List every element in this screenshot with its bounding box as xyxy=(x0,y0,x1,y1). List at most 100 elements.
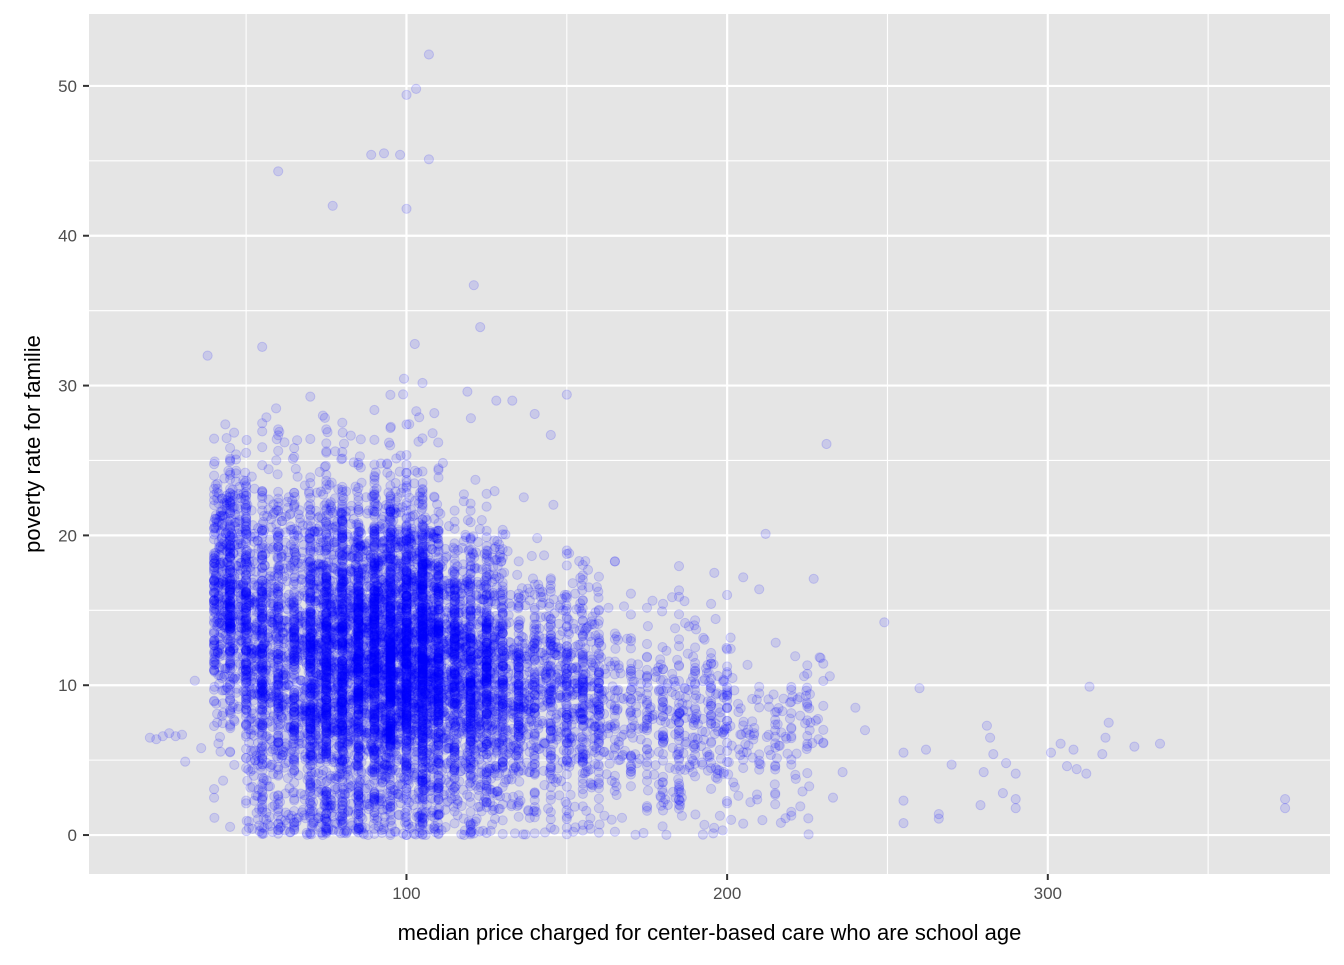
data-point xyxy=(242,691,251,700)
data-point xyxy=(344,700,353,709)
data-point xyxy=(354,710,363,719)
data-point xyxy=(261,742,270,751)
data-point xyxy=(259,829,268,838)
data-point xyxy=(307,659,316,668)
data-point xyxy=(242,799,251,808)
data-point xyxy=(338,571,347,580)
data-point xyxy=(258,587,267,596)
data-point xyxy=(256,649,265,658)
data-point xyxy=(223,611,232,620)
data-point xyxy=(216,542,225,551)
data-point xyxy=(322,447,331,456)
data-point xyxy=(319,684,328,693)
data-point xyxy=(322,647,331,656)
data-point xyxy=(306,594,315,603)
data-point xyxy=(354,676,363,685)
data-point xyxy=(318,637,327,646)
data-point xyxy=(354,657,363,666)
data-point xyxy=(258,443,267,452)
data-point xyxy=(274,564,283,573)
data-point xyxy=(281,789,290,798)
data-point xyxy=(248,521,257,530)
data-point xyxy=(264,629,273,638)
data-point xyxy=(323,616,332,625)
data-point xyxy=(338,767,347,776)
data-point xyxy=(226,574,235,583)
data-point xyxy=(290,587,299,596)
data-point xyxy=(229,549,238,558)
data-point xyxy=(226,706,235,715)
data-point xyxy=(210,554,219,563)
data-point xyxy=(258,683,267,692)
data-point xyxy=(355,587,364,596)
data-point xyxy=(274,533,283,542)
data-point xyxy=(322,522,331,531)
data-point xyxy=(274,590,283,599)
data-point xyxy=(226,639,235,648)
data-point xyxy=(210,696,219,705)
data-point xyxy=(211,584,220,593)
data-point xyxy=(309,649,318,658)
data-point xyxy=(338,665,347,674)
data-point xyxy=(354,828,363,837)
data-point xyxy=(295,612,304,621)
data-point xyxy=(306,561,315,570)
data-point xyxy=(309,618,318,627)
data-point xyxy=(315,512,324,521)
data-point xyxy=(274,605,283,614)
data-point xyxy=(210,434,219,443)
data-point xyxy=(346,431,355,440)
data-point xyxy=(344,807,353,816)
data-point xyxy=(284,493,293,502)
data-point xyxy=(325,801,334,810)
data-point xyxy=(322,710,331,719)
data-point xyxy=(331,447,340,456)
data-point xyxy=(242,448,251,457)
data-point xyxy=(210,813,219,822)
data-point xyxy=(242,827,251,836)
data-point xyxy=(315,758,324,767)
data-point xyxy=(290,732,299,741)
data-point xyxy=(226,720,235,729)
data-point xyxy=(322,790,331,799)
data-point xyxy=(339,817,348,826)
data-point xyxy=(274,639,283,648)
data-point xyxy=(258,427,267,436)
data-point xyxy=(327,504,336,513)
data-point xyxy=(314,769,323,778)
data-point xyxy=(295,514,304,523)
data-point xyxy=(250,532,259,541)
data-point xyxy=(277,682,286,691)
data-point xyxy=(306,392,315,401)
data-point xyxy=(227,528,236,537)
data-point xyxy=(249,557,258,566)
data-point xyxy=(338,723,347,732)
data-point xyxy=(354,566,363,575)
data-point xyxy=(267,692,276,701)
data-point xyxy=(273,470,282,479)
data-point xyxy=(242,476,251,485)
data-point xyxy=(308,751,317,760)
data-point xyxy=(274,653,283,662)
data-point xyxy=(280,731,289,740)
data-point xyxy=(334,485,343,494)
data-point xyxy=(254,785,263,794)
data-point xyxy=(338,454,347,463)
data-point xyxy=(354,804,363,813)
data-point xyxy=(354,744,363,753)
data-point xyxy=(341,512,350,521)
data-point xyxy=(316,538,325,547)
data-point xyxy=(286,563,295,572)
data-point xyxy=(309,692,318,701)
data-point xyxy=(333,751,342,760)
data-point xyxy=(306,724,315,733)
data-point xyxy=(358,552,367,561)
data-point xyxy=(250,484,259,493)
data-point xyxy=(274,446,283,455)
data-point xyxy=(323,428,332,437)
data-point xyxy=(268,827,277,836)
data-point xyxy=(242,537,251,546)
data-point xyxy=(353,487,362,496)
data-point xyxy=(341,608,350,617)
data-point xyxy=(292,551,301,560)
